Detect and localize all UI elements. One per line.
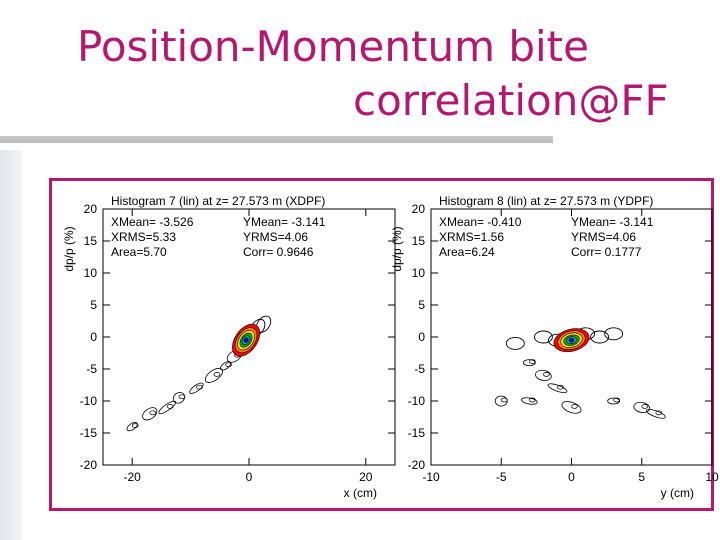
panel2-stat-6: Corr= 0.1777 [571,245,642,259]
panel1-tail-contour [189,382,204,394]
panel2-core-contour-6 [568,337,575,343]
panel1-y-axis-label: dp/p (%) [62,226,76,271]
panel2-y-tick-label: 0 [418,330,425,344]
panel1-tail-contour-inner [149,410,157,416]
panel1-core-contour-6 [243,337,249,343]
panel2-stat-2: YMean= -3.141 [571,215,654,229]
panel2-stat-5: Area=6.24 [439,245,495,259]
panel1-x-tick-label: 20 [359,470,373,484]
panel2-tail-contour [561,401,582,414]
panel1-y-tick-label: -20 [80,458,98,472]
panel2-y-tick-label: 15 [412,234,426,248]
panel1-tail-contour-inner [225,362,232,368]
panel2-stat-3: XRMS=1.56 [439,230,504,244]
panel2-x-tick-label: 5 [638,470,645,484]
panel1-y-tick-label: 5 [90,298,97,312]
panel1-y-tick-label: -5 [86,362,97,376]
panel2-y-tick-label: -15 [408,426,426,440]
slide-title-line-1: Position-Momentum bite [77,22,589,71]
panel2-y-tick-label: -10 [408,394,426,408]
panel1-stat-6: Corr= 0.9646 [243,245,314,259]
panel1-x-tick-label: 0 [246,470,253,484]
panel1-y-tick-label: 15 [84,234,98,248]
panel2-y-tick-label: 20 [412,202,426,216]
panel2-y-tick-label: -5 [414,362,425,376]
panel2-x-tick-label: -5 [496,470,507,484]
panel2-cluster-contour [505,336,525,350]
panel2-tail-contour-inner [528,359,536,364]
panel1-y-tick-label: 10 [84,266,98,280]
left-decorative-bar [0,150,22,540]
panel1-stat-3: XRMS=5.33 [111,230,176,244]
panel1-tail-contour-inner [178,394,186,400]
panel2-tail-contour-inner [613,397,621,403]
panel2-tail-contour-inner [557,384,564,390]
panel2-cluster-contour [533,330,553,344]
panel2-tail-contour-inner [641,404,649,409]
panel2-y-axis-label: dp/p (%) [390,226,404,271]
panel2-x-tick-label: -10 [422,470,440,484]
panel1-tail-contour-inner [166,404,174,409]
panel1-tail-contour [142,407,158,421]
panel2-tail-contour [535,369,552,381]
title-divider-bar [0,136,553,143]
panel1-tail-contour [158,400,177,415]
panel1-stat-1: XMean= -3.526 [111,215,194,229]
panel2-y-tick-label: 5 [418,298,425,312]
panel2-tail-contour-inner [543,372,550,377]
panel1-tail-contour [172,392,186,404]
panel2-stat-1: XMean= -0.410 [439,215,522,229]
panel1-x-axis-label: x (cm) [344,486,377,500]
panel1-tail-contour-inner [131,423,139,428]
panel2-tail-contour [521,397,538,405]
panel1-stat-2: YMean= -3.141 [243,215,326,229]
panel2-stat-4: YRMS=4.06 [571,230,636,244]
figure-frame [49,178,714,511]
panel2-cluster-contour [604,327,624,341]
panel2-x-tick-label: 0 [568,470,575,484]
panel2-cluster-contour [590,330,610,344]
panel1-tail-contour-inner [196,384,203,390]
panel2-x-tick-label: 10 [705,470,719,484]
panel1-tail-contour [126,421,138,432]
panel2-tail-contour-inner [571,404,578,409]
panel1-tail-contour [204,367,224,383]
panel2-tail-contour-inner [655,410,663,416]
panel2-tail-contour-inner [528,397,536,403]
panel1-y-tick-label: -10 [80,394,98,408]
panel1-y-tick-label: 0 [90,330,97,344]
panel2-x-axis-label: y (cm) [661,486,694,500]
panel1-stat-4: YRMS=4.06 [243,230,308,244]
panel2-y-tick-label: -20 [408,458,426,472]
panel1-tail-contour-inner [213,372,221,377]
panel1-stat-5: Area=5.70 [111,245,167,259]
panel1-y-tick-label: -15 [80,426,98,440]
panel1-x-tick-label: -20 [124,470,142,484]
panel1-y-tick-label: 20 [84,202,98,216]
slide-title-line-2: correlation@FF [353,76,669,125]
panel2-histogram-title: Histogram 8 (lin) at z= 27.573 m (YDPF) [439,194,653,208]
panel2-tail-contour-inner [500,397,508,403]
panel1-histogram-title: Histogram 7 (lin) at z= 27.573 m (XDPF) [111,194,325,208]
panel2-y-tick-label: 10 [412,266,426,280]
